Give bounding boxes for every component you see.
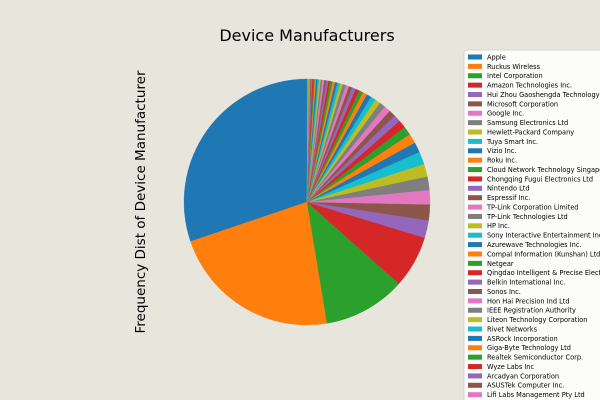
legend-swatch-33 bbox=[468, 364, 482, 370]
legend-swatch-35 bbox=[468, 382, 482, 388]
legend-swatch-21 bbox=[468, 251, 482, 257]
pie-slice-2 bbox=[306, 201, 400, 324]
legend-swatch-20 bbox=[468, 242, 482, 248]
legend-label-2: Intel Corporation bbox=[487, 72, 543, 80]
legend-label-33: Wyze Labs Inc bbox=[487, 363, 534, 371]
legend-label-19: Sony Interactive Entertainment Inc. bbox=[487, 232, 600, 240]
legend-swatch-23 bbox=[468, 270, 482, 276]
legend-frame bbox=[463, 49, 600, 400]
legend-swatch-6 bbox=[468, 110, 482, 116]
legend-label-25: Sonos Inc. bbox=[487, 288, 521, 296]
pie-slice-49 bbox=[306, 78, 308, 203]
legend-swatch-28 bbox=[468, 317, 482, 323]
legend-swatch-11 bbox=[468, 157, 482, 163]
legend-label-26: Hon Hai Precision Ind Ltd bbox=[487, 297, 570, 305]
legend-label-24: Belkin International Inc. bbox=[487, 279, 565, 287]
legend-label-10: Vizio Inc. bbox=[487, 147, 516, 155]
legend-label-5: Microsoft Corporation bbox=[487, 100, 558, 108]
legend-label-23: Qingdao Intelligent & Precise Electronic… bbox=[487, 269, 600, 277]
legend-label-4: Hui Zhou Gaoshengda Technology Co.,LTD bbox=[487, 91, 600, 99]
legend-swatch-34 bbox=[468, 373, 482, 379]
legend-label-12: Cloud Network Technology Singapore Pte. … bbox=[487, 166, 600, 174]
legend-swatch-16 bbox=[468, 204, 482, 210]
legend-swatch-32 bbox=[468, 354, 482, 360]
legend-label-9: Tuya Smart Inc. bbox=[486, 138, 538, 146]
legend-swatch-17 bbox=[468, 213, 482, 219]
legend-label-16: TP-Link Corporation Limited bbox=[486, 203, 578, 211]
legend-label-17: TP-Link Technologies Ltd bbox=[486, 213, 568, 221]
legend-swatch-10 bbox=[468, 148, 482, 154]
legend-swatch-27 bbox=[468, 307, 482, 313]
legend-label-14: Nintendo Ltd bbox=[487, 185, 530, 193]
legend-label-7: Samsung Electronics Ltd bbox=[487, 119, 568, 127]
legend-swatch-9 bbox=[468, 138, 482, 144]
pie-slice-1 bbox=[190, 201, 328, 326]
legend-swatch-29 bbox=[468, 326, 482, 332]
legend-swatch-19 bbox=[468, 232, 482, 238]
legend-swatch-18 bbox=[468, 223, 482, 229]
legend-label-8: Hewlett-Packard Company bbox=[487, 128, 574, 136]
legend-label-35: ASUSTek Computer Inc. bbox=[487, 382, 564, 390]
legend-swatch-36 bbox=[468, 392, 482, 398]
legend-swatch-15 bbox=[468, 195, 482, 201]
legend-label-18: HP Inc. bbox=[487, 222, 510, 230]
legend-swatch-22 bbox=[468, 260, 482, 266]
legend-label-36: Lifi Labs Management Pty Ltd bbox=[487, 391, 585, 399]
y-axis-label: Frequency Dist of Device Manufacturer bbox=[133, 70, 149, 333]
legend-swatch-2 bbox=[468, 73, 482, 79]
chart-title: Device Manufacturers bbox=[219, 26, 394, 45]
legend-label-11: Roku Inc. bbox=[487, 157, 517, 165]
legend-swatch-25 bbox=[468, 289, 482, 294]
legend-swatch-13 bbox=[468, 176, 482, 182]
pie-slices bbox=[183, 78, 431, 326]
legend-swatch-1 bbox=[468, 63, 482, 69]
legend-label-1: Ruckus Wireless bbox=[487, 63, 541, 71]
legend-swatch-7 bbox=[468, 120, 482, 126]
legend-label-34: Arcadyan Corporation bbox=[487, 372, 559, 380]
legend-label-13: Chongqing Fugui Electronics Ltd bbox=[487, 175, 593, 183]
legend-swatch-0 bbox=[468, 54, 482, 60]
legend-label-27: IEEE Registration Authority bbox=[487, 307, 576, 315]
legend-label-0: Apple bbox=[487, 53, 506, 61]
legend-label-29: Rivet Networks bbox=[487, 325, 538, 333]
legend-swatch-24 bbox=[468, 279, 482, 285]
legend-label-20: Azurewave Technologies Inc. bbox=[487, 241, 582, 249]
legend-swatch-30 bbox=[468, 335, 482, 341]
legend-label-3: Amazon Technologies Inc. bbox=[487, 82, 572, 90]
legend-swatch-26 bbox=[468, 298, 482, 304]
pie-slice-0 bbox=[183, 78, 308, 242]
legend-swatch-12 bbox=[468, 167, 482, 173]
legend-swatch-4 bbox=[468, 92, 482, 98]
legend-swatch-14 bbox=[468, 185, 482, 191]
legend-label-15: Espressif Inc. bbox=[487, 194, 530, 202]
legend-label-22: Netgear bbox=[487, 260, 514, 268]
legend-swatch-5 bbox=[468, 101, 482, 107]
legend-swatch-8 bbox=[468, 129, 482, 135]
legend-swatch-3 bbox=[468, 82, 482, 88]
legend-label-31: Giga-Byte Technology Ltd bbox=[487, 344, 571, 352]
legend-label-32: Realtek Semiconductor Corp. bbox=[487, 354, 583, 362]
legend-label-6: Google Inc. bbox=[487, 110, 524, 118]
legend-label-30: ASRock Incorporation bbox=[487, 335, 558, 343]
legend-label-21: Compal Information (Kunshan) Ltd bbox=[487, 250, 600, 258]
legend-swatch-31 bbox=[468, 345, 482, 351]
legend-label-28: Liteon Technology Corporation bbox=[487, 316, 587, 324]
